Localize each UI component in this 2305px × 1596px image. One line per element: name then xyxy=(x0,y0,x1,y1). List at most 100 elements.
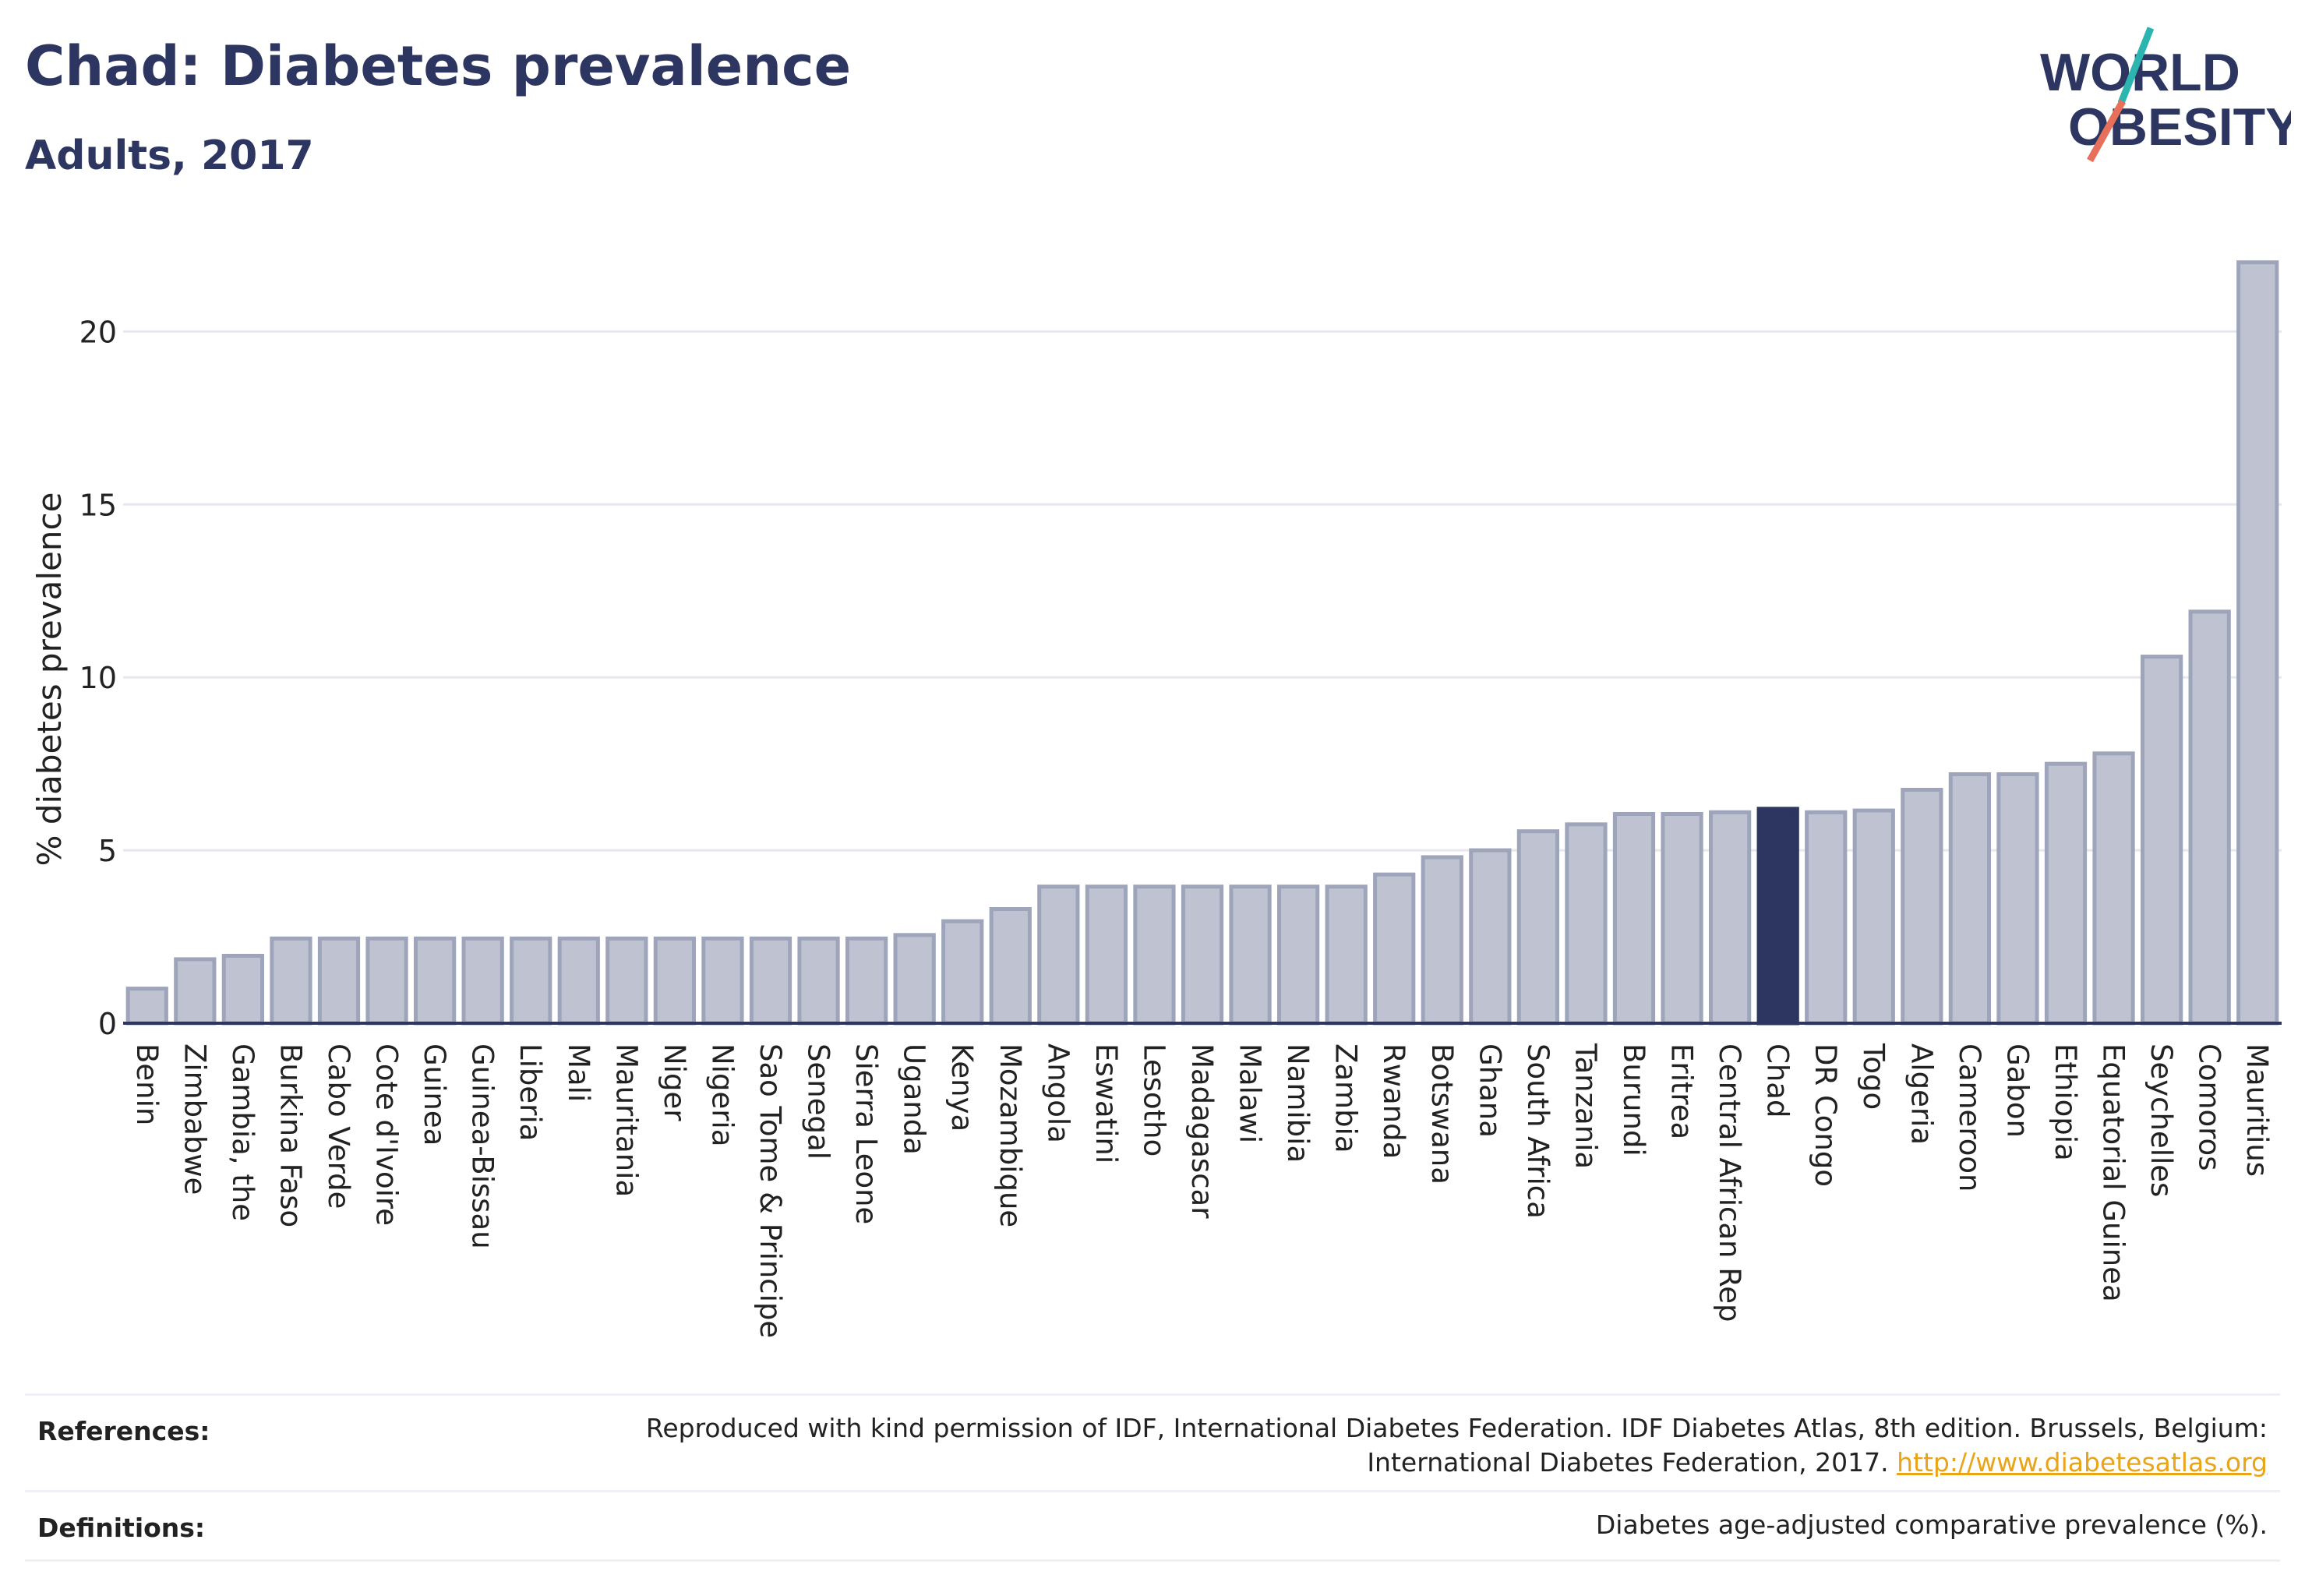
bar-guinea-bissau xyxy=(461,936,504,1026)
bar-togo xyxy=(1852,808,1895,1026)
bar-tanzania xyxy=(1565,822,1608,1026)
x-tick-label: Benin xyxy=(130,1043,164,1125)
x-tick-label: Senegal xyxy=(802,1043,835,1160)
x-tick-label: Liberia xyxy=(514,1043,547,1141)
x-tick-label: Uganda xyxy=(898,1043,931,1155)
references-label: References: xyxy=(37,1416,210,1446)
x-tick-label: Cabo Verde xyxy=(322,1043,355,1209)
x-tick-label: Rwanda xyxy=(1377,1043,1410,1159)
x-tick-label: Burundi xyxy=(1617,1043,1650,1156)
bar-ghana xyxy=(1469,848,1512,1026)
definitions-text: Diabetes age-adjusted comparative preval… xyxy=(1595,1509,2268,1540)
x-tick-label: Algeria xyxy=(1904,1043,1938,1145)
references-line2: International Diabetes Federation, 2017. xyxy=(1367,1447,1889,1478)
x-tick-label: Eswatini xyxy=(1089,1043,1123,1163)
x-tick-label: Cote d'Ivoire xyxy=(370,1043,404,1226)
diabetes-atlas-link[interactable]: http://www.diabetesatlas.org xyxy=(1897,1447,2268,1478)
x-tick-label: South Africa xyxy=(1521,1043,1555,1219)
bar-namibia xyxy=(1276,885,1320,1026)
logo-slash-bottom xyxy=(2087,99,2126,163)
x-tick-label: Togo xyxy=(1857,1043,1890,1110)
bar-malawi xyxy=(1229,885,1272,1026)
logo-slash-top xyxy=(2117,26,2155,104)
bar-uganda xyxy=(893,933,936,1026)
bar-mauritius xyxy=(2236,260,2279,1026)
bar-gabon xyxy=(1996,772,2039,1026)
x-tick-label: Equatorial Guinea xyxy=(2097,1043,2130,1302)
references-line1: Reproduced with kind permission of IDF, … xyxy=(645,1413,2268,1443)
bar-botswana xyxy=(1421,855,1463,1026)
bar-cameroon xyxy=(1948,772,1992,1026)
bar-zimbabwe xyxy=(174,957,217,1026)
bar-chad xyxy=(1756,807,1799,1026)
x-tick-label: DR Congo xyxy=(1809,1043,1842,1187)
x-tick-label: Gabon xyxy=(2000,1043,2034,1138)
definitions-row: Definitions: Diabetes age-adjusted compa… xyxy=(25,1490,2280,1562)
x-tick-label: Gambia, the xyxy=(226,1043,259,1221)
x-tick-label: Niger xyxy=(658,1043,691,1121)
x-tick-label: Guinea-Bissau xyxy=(466,1043,499,1249)
definitions-label: Definitions: xyxy=(37,1513,206,1543)
x-tick-label: Zambia xyxy=(1329,1043,1363,1153)
bar-central-african-rep xyxy=(1708,810,1752,1026)
bar-eritrea xyxy=(1661,811,1703,1026)
bar-ethiopia xyxy=(2044,761,2088,1026)
bar-south-africa xyxy=(1516,829,1560,1026)
bar-dr-congo xyxy=(1805,810,1848,1026)
y-tick-label: 15 xyxy=(79,488,117,522)
x-tick-label: Malawi xyxy=(1234,1043,1267,1143)
bar-benin xyxy=(125,987,168,1026)
x-tick-label: Chad xyxy=(1761,1043,1795,1118)
bar-cabo-verde xyxy=(317,936,361,1026)
bar-equatorial-guinea xyxy=(2092,751,2135,1026)
bar-guinea xyxy=(413,936,457,1026)
bar-sierra-leone xyxy=(845,936,888,1026)
bar-angola xyxy=(1037,885,1080,1026)
bar-rwanda xyxy=(1373,872,1416,1026)
references-text: Reproduced with kind permission of IDF, … xyxy=(646,1411,2268,1480)
bar-burundi xyxy=(1612,811,1656,1026)
bar-gambia-the xyxy=(221,953,265,1026)
bar-cote-d-ivoire xyxy=(365,936,408,1026)
y-tick-label: 5 xyxy=(98,834,117,868)
x-tick-label: Eritrea xyxy=(1665,1043,1699,1139)
x-tick-label: Seychelles xyxy=(2144,1043,2178,1197)
x-tick-label: Ghana xyxy=(1473,1043,1506,1138)
bar-liberia xyxy=(510,936,552,1026)
x-tick-label: Burkina Faso xyxy=(274,1043,307,1227)
bar-algeria xyxy=(1901,787,1943,1026)
bar-nigeria xyxy=(701,936,744,1026)
world-obesity-logo: WORLD OBESITY xyxy=(2040,26,2291,163)
x-tick-label: Guinea xyxy=(418,1043,451,1146)
x-tick-label: Madagascar xyxy=(1185,1043,1219,1219)
x-tick-label: Sierra Leone xyxy=(849,1043,883,1224)
bar-burkina-faso xyxy=(270,936,312,1026)
y-tick-label: 10 xyxy=(79,661,117,695)
bar-eswatini xyxy=(1085,885,1128,1026)
bar-mali xyxy=(557,936,600,1026)
bar-madagascar xyxy=(1181,885,1224,1026)
x-tick-label: Angola xyxy=(1041,1043,1075,1143)
x-tick-label: Sao Tome & Principe xyxy=(754,1043,787,1338)
x-tick-label: Namibia xyxy=(1281,1043,1315,1163)
x-tick-label: Mozambique xyxy=(994,1043,1027,1227)
bar-sao-tome-principe xyxy=(749,936,792,1026)
references-row: References: Reproduced with kind permiss… xyxy=(25,1393,2280,1491)
x-tick-label: Tanzania xyxy=(1569,1043,1602,1169)
bar-kenya xyxy=(941,919,984,1026)
chart-title: Chad: Diabetes prevalence xyxy=(25,34,852,98)
y-tick-label: 20 xyxy=(79,315,117,349)
bar-niger xyxy=(653,936,697,1026)
y-tick-label: 0 xyxy=(98,1007,117,1041)
x-tick-label: Kenya xyxy=(945,1043,979,1132)
x-tick-label: Comoros xyxy=(2193,1043,2226,1171)
x-tick-label: Central African Rep xyxy=(1713,1043,1746,1322)
bar-chart: 0 5 10 15 20 % diabetes prevalence Benin Zimbab… xyxy=(30,260,2282,1338)
x-tick-label: Cameroon xyxy=(1953,1043,1986,1192)
bar-lesotho xyxy=(1133,885,1176,1026)
bar-mauritania xyxy=(605,936,648,1026)
x-tick-label: Zimbabwe xyxy=(178,1043,211,1195)
x-tick-label: Lesotho xyxy=(1137,1043,1170,1156)
bar-mozambique xyxy=(989,907,1032,1026)
x-tick-label: Ethiopia xyxy=(2049,1043,2082,1161)
